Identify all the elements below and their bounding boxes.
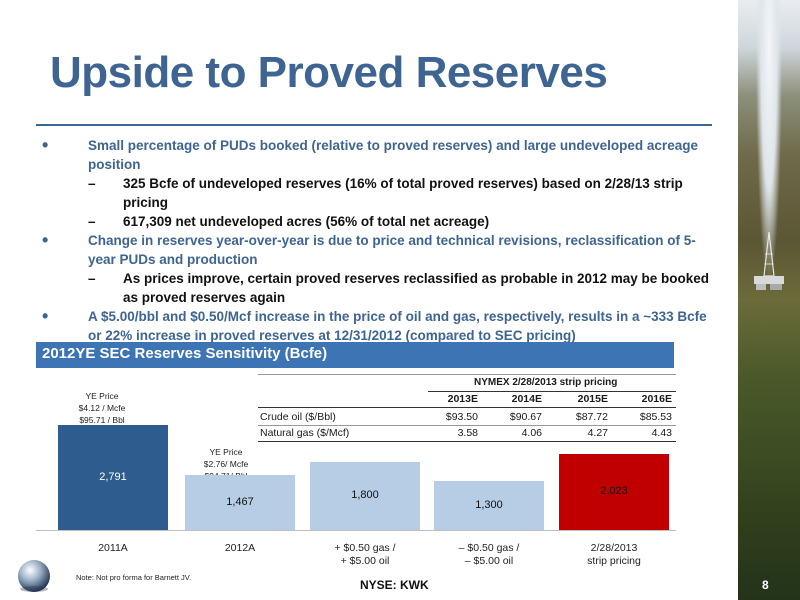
natural-gas-2014: 4.06 bbox=[521, 427, 542, 439]
bar-value-label-1: 2,791 bbox=[99, 471, 127, 483]
bullet-3-text: A $5.00/bbl and $0.50/Mcf increase in th… bbox=[88, 309, 707, 343]
drilling-rig-icon bbox=[754, 232, 784, 290]
bullet-3: • A $5.00/bbl and $0.50/Mcf increase in … bbox=[30, 307, 710, 345]
strip-bottom-rule bbox=[258, 441, 676, 442]
sub-bullet-1-1-text: 325 Bcfe of undeveloped reserves (16% of… bbox=[123, 176, 683, 210]
bar-4: 1,300 bbox=[434, 481, 544, 530]
category-label-3: + $0.50 gas / + $5.00 oil bbox=[334, 542, 396, 567]
bar-value-label-3: 1,800 bbox=[351, 489, 379, 501]
category-label-2: 2012A bbox=[224, 542, 256, 554]
bullet-list: • Small percentage of PUDs booked (relat… bbox=[30, 136, 710, 345]
year-2014: 2014E bbox=[511, 393, 542, 405]
bullet-2: • Change in reserves year-over-year is d… bbox=[30, 231, 710, 269]
strip-table-header: NYMEX 2/28/2013 strip pricing bbox=[474, 377, 618, 388]
crude-oil-2013: $93.50 bbox=[445, 411, 478, 423]
reserves-sensitivity-chart: YE Price $4.12 / Mcfe $95.71 / Bbl YE Pr… bbox=[36, 368, 716, 580]
natural-gas-2015: 4.27 bbox=[587, 427, 608, 439]
sub-bullet-1-1: – 325 Bcfe of undeveloped reserves (16% … bbox=[30, 174, 710, 212]
crude-oil-label: Crude oil ($/Bbl) bbox=[260, 411, 336, 423]
bar-value-label-2: 1,467 bbox=[226, 496, 254, 508]
price-note-2011: YE Price $4.12 / Mcfe $95.71 / Bbl bbox=[57, 390, 147, 426]
bullet-1-text: Small percentage of PUDs booked (relativ… bbox=[88, 138, 698, 172]
price-note-2012-line1: YE Price bbox=[209, 447, 243, 457]
crude-oil-2016: $85.53 bbox=[639, 411, 672, 423]
sub-bullet-2-1: – As prices improve, certain proved rese… bbox=[30, 269, 710, 307]
year-2015: 2015E bbox=[577, 393, 608, 405]
bullet-dot-icon: • bbox=[42, 230, 49, 250]
landscape-photo-strip bbox=[738, 0, 800, 600]
price-note-2012-line2: $2.76/ Mcfe bbox=[203, 459, 249, 469]
dash-icon: – bbox=[88, 214, 96, 229]
price-note-2011-line2: $4.12 / Mcfe bbox=[78, 403, 126, 413]
bar-5: 2,023 bbox=[559, 454, 669, 530]
footnote: Note: Not pro forma for Barnett JV. bbox=[76, 573, 192, 582]
globe-logo-icon bbox=[18, 560, 50, 592]
dash-icon: – bbox=[88, 176, 96, 191]
bullet-2-text: Change in reserves year-over-year is due… bbox=[88, 233, 696, 267]
page-number: 8 bbox=[762, 578, 769, 592]
category-label-5: 2/28/2013 strip pricing bbox=[587, 542, 641, 567]
strip-top-rule bbox=[258, 374, 676, 375]
price-note-2011-line3: $95.71 / Bbl bbox=[79, 415, 125, 425]
bullet-dot-icon: • bbox=[42, 306, 49, 326]
ticker-symbol: NYSE: KWK bbox=[360, 578, 429, 592]
title-divider bbox=[36, 124, 712, 126]
bar-value-label-4: 1,300 bbox=[475, 499, 503, 511]
price-note-2011-line1: YE Price bbox=[85, 391, 119, 401]
bullet-dot-icon: • bbox=[42, 135, 49, 155]
crude-oil-2015: $87.72 bbox=[575, 411, 608, 423]
chart-baseline bbox=[36, 530, 676, 531]
year-2013: 2013E bbox=[447, 393, 478, 405]
bar-1: 2,791 bbox=[58, 425, 168, 530]
natural-gas-2013: 3.58 bbox=[457, 427, 478, 439]
sub-bullet-1-2: – 617,309 net undeveloped acres (56% of … bbox=[30, 212, 710, 231]
natural-gas-2016: 4.43 bbox=[651, 427, 672, 439]
bullet-1: • Small percentage of PUDs booked (relat… bbox=[30, 136, 710, 174]
bar-value-label-5: 2,023 bbox=[600, 485, 628, 497]
bar-3: 1,800 bbox=[310, 462, 420, 530]
strip-year-rule bbox=[258, 407, 676, 408]
bar-2: 1,467 bbox=[185, 475, 295, 530]
dash-icon: – bbox=[88, 271, 96, 286]
slide-title: Upside to Proved Reserves bbox=[50, 48, 608, 97]
sub-bullet-1-2-text: 617,309 net undeveloped acres (56% of to… bbox=[123, 214, 490, 229]
category-label-1: 2011A bbox=[98, 542, 128, 554]
year-2016: 2016E bbox=[641, 393, 672, 405]
strip-row-rule bbox=[258, 425, 676, 426]
crude-oil-2014: $90.67 bbox=[509, 411, 542, 423]
strip-header-rule bbox=[428, 391, 676, 392]
natural-gas-label: Natural gas ($/Mcf) bbox=[260, 427, 350, 439]
sensitivity-header: 2012YE SEC Reserves Sensitivity (Bcfe) bbox=[36, 342, 674, 368]
sub-bullet-2-1-text: As prices improve, certain proved reserv… bbox=[123, 271, 710, 305]
category-label-4: – $0.50 gas / – $5.00 oil bbox=[458, 542, 520, 567]
